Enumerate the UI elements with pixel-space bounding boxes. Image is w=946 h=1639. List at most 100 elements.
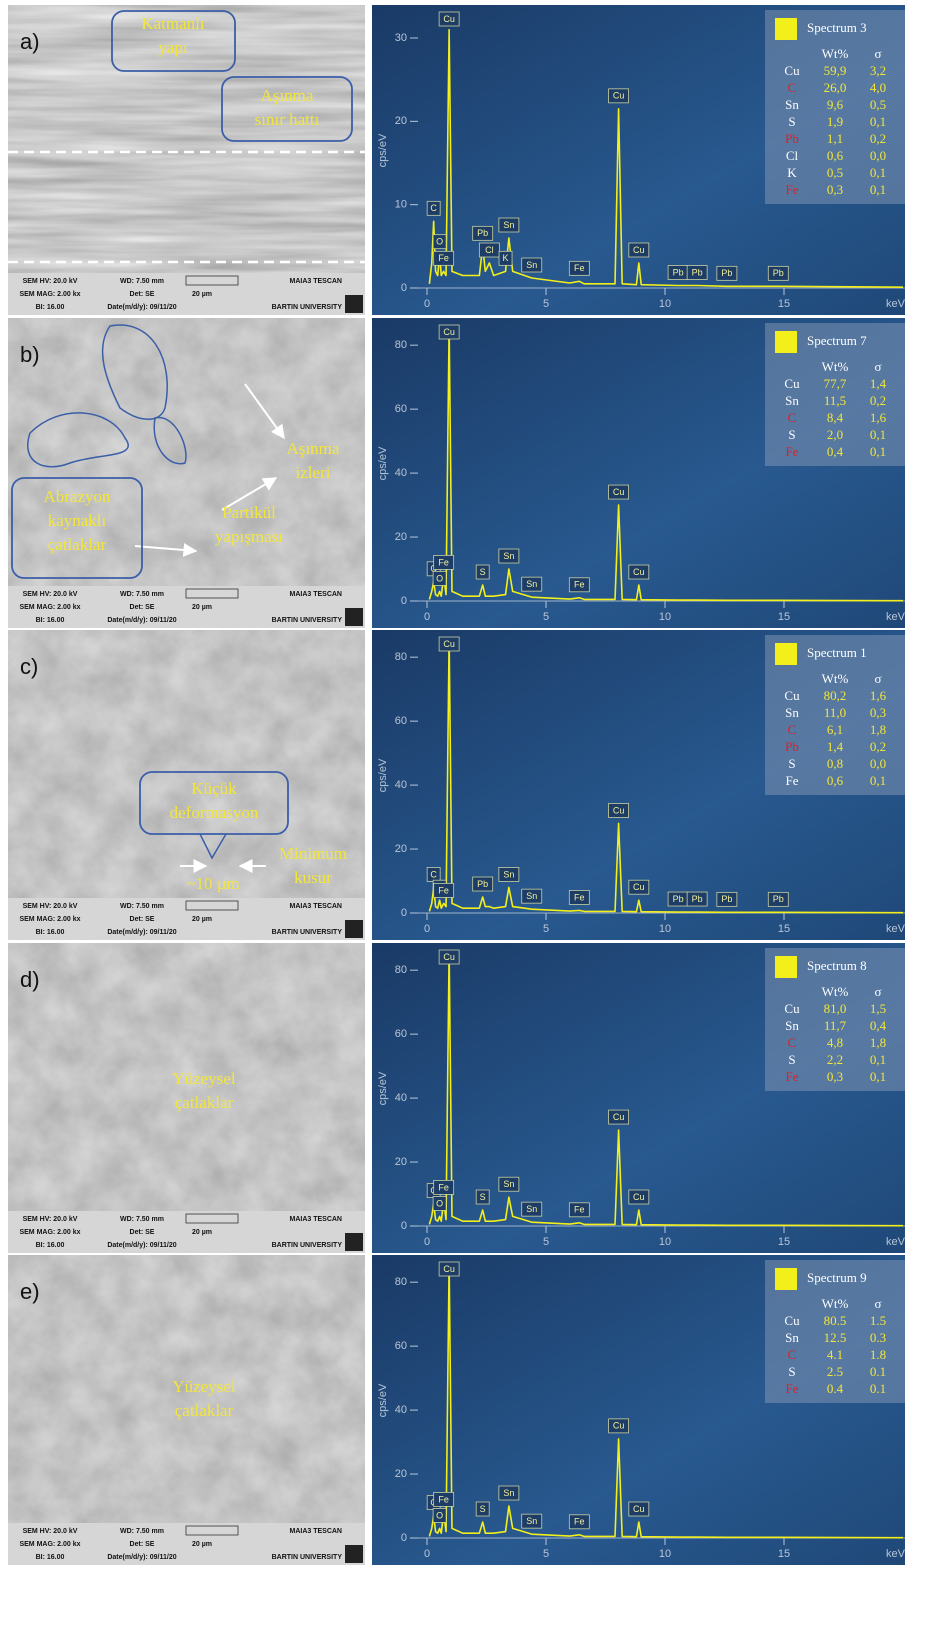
- element: C: [788, 1035, 797, 1050]
- footer-text: SEM HV: 20.0 kV: [23, 1216, 78, 1223]
- peak-label: Sn: [526, 579, 537, 589]
- element: Cu: [784, 688, 800, 703]
- peak-label: Pb: [773, 268, 784, 278]
- peak-label: Cu: [443, 327, 455, 337]
- wt-percent: 6,1: [827, 722, 843, 737]
- peak-label: Fe: [574, 1205, 585, 1215]
- x-tick-label: 10: [659, 923, 671, 935]
- wt-percent: 0,4: [827, 444, 844, 459]
- peak-label: Cu: [613, 487, 625, 497]
- element: Fe: [786, 182, 799, 197]
- x-tick-label: 0: [424, 923, 430, 935]
- element: S: [788, 427, 795, 442]
- table-header: σ: [874, 359, 881, 374]
- peak-label: Pb: [692, 894, 703, 904]
- footer-text: SEM HV: 20.0 kV: [23, 1528, 78, 1535]
- sigma: 0.1: [870, 1381, 886, 1396]
- peak-label: Sn: [503, 869, 514, 879]
- footer-text: SEM HV: 20.0 kV: [23, 278, 78, 285]
- y-axis-label: cps/eV: [377, 1071, 389, 1105]
- element: C: [788, 410, 797, 425]
- peak-label: Cu: [613, 1112, 625, 1122]
- element: Cu: [784, 1001, 800, 1016]
- footer-text: BI: 16.00: [36, 617, 65, 624]
- wt-percent: 0,8: [827, 756, 843, 771]
- y-tick-label: 40: [395, 467, 407, 479]
- x-tick-label: 0: [424, 1548, 430, 1560]
- sigma: 0,5: [870, 97, 886, 112]
- footer-text: Date(m/d/y): 09/11/20: [107, 304, 176, 311]
- footer-text: Det: SE: [130, 1541, 155, 1548]
- annotation-text: izleri: [296, 463, 331, 482]
- sigma: 1,5: [870, 1001, 886, 1016]
- peak-label: Pb: [673, 267, 684, 277]
- peak-label: Fe: [438, 885, 449, 895]
- x-tick-label: 5: [543, 923, 549, 935]
- annotation-text: ~10 µm: [186, 874, 239, 893]
- sigma: 0,0: [870, 148, 886, 163]
- element: Pb: [785, 739, 799, 754]
- y-tick-label: 40: [395, 1092, 407, 1104]
- wt-percent: 9,6: [827, 97, 844, 112]
- y-tick-label: 80: [395, 964, 407, 976]
- legend-swatch: [775, 956, 797, 978]
- element: Cl: [786, 148, 799, 163]
- annotation-text: çatlaklar: [48, 535, 107, 554]
- sigma: 1,8: [870, 722, 886, 737]
- y-tick-label: 20: [395, 1156, 407, 1168]
- y-tick-label: 0: [401, 1532, 407, 1544]
- footer-text: 20 µm: [192, 604, 212, 611]
- peak-label: Fe: [438, 1494, 449, 1504]
- footer-text: BARTIN UNIVERSITY: [272, 617, 343, 624]
- wt-percent: 2,2: [827, 1052, 843, 1067]
- sigma: 0,3: [870, 705, 886, 720]
- footer-text: SEM HV: 20.0 kV: [23, 903, 78, 910]
- x-tick-label: 10: [659, 1236, 671, 1248]
- element: Cu: [784, 63, 800, 78]
- element: Sn: [785, 1330, 799, 1345]
- wt-percent: 0.4: [827, 1381, 844, 1396]
- footer-text: WD: 7.50 mm: [120, 1216, 164, 1223]
- element: Fe: [786, 773, 799, 788]
- wt-percent: 77,7: [824, 376, 847, 391]
- footer-text: Date(m/d/y): 09/11/20: [107, 617, 176, 624]
- sigma: 1,6: [870, 688, 887, 703]
- table-header: Wt%: [822, 1296, 849, 1311]
- y-tick-label: 0: [401, 595, 407, 607]
- footer-text: BARTIN UNIVERSITY: [272, 1242, 343, 1249]
- wt-percent: 12.5: [824, 1330, 847, 1345]
- peak-label: Fe: [438, 557, 449, 567]
- y-tick-label: 0: [401, 907, 407, 919]
- peak-label: Fe: [574, 892, 585, 902]
- peak-label: Sn: [503, 551, 514, 561]
- legend-swatch: [775, 1268, 797, 1290]
- peak-label: Fe: [574, 580, 585, 590]
- footer-text: BI: 16.00: [36, 1242, 65, 1249]
- logo: [345, 920, 363, 938]
- peak-label: Cu: [613, 805, 625, 815]
- sigma: 0,4: [870, 1018, 887, 1033]
- element: Sn: [785, 705, 799, 720]
- peak-label: S: [480, 1192, 486, 1202]
- footer-text: MAIA3 TESCAN: [289, 1528, 342, 1535]
- x-tick-label: 5: [543, 298, 549, 310]
- element: S: [788, 756, 795, 771]
- peak-label: Pb: [477, 879, 488, 889]
- annotation-text: Yüzeysel: [172, 1069, 236, 1088]
- peak-label: Cu: [443, 639, 455, 649]
- footer-text: BARTIN UNIVERSITY: [272, 1554, 343, 1561]
- logo: [345, 295, 363, 313]
- sigma: 0,2: [870, 131, 886, 146]
- sigma: 0,1: [870, 427, 886, 442]
- wt-percent: 1,1: [827, 131, 843, 146]
- y-tick-label: 20: [395, 843, 407, 855]
- sigma: 0,1: [870, 773, 886, 788]
- footer-text: MAIA3 TESCAN: [289, 1216, 342, 1223]
- element: S: [788, 114, 795, 129]
- peak-label: Pb: [692, 267, 703, 277]
- sigma: 0.1: [870, 1364, 886, 1379]
- element: Sn: [785, 1018, 799, 1033]
- peak-label: Cu: [443, 1264, 455, 1274]
- peak-label: S: [480, 1504, 486, 1514]
- table-header: Wt%: [822, 46, 849, 61]
